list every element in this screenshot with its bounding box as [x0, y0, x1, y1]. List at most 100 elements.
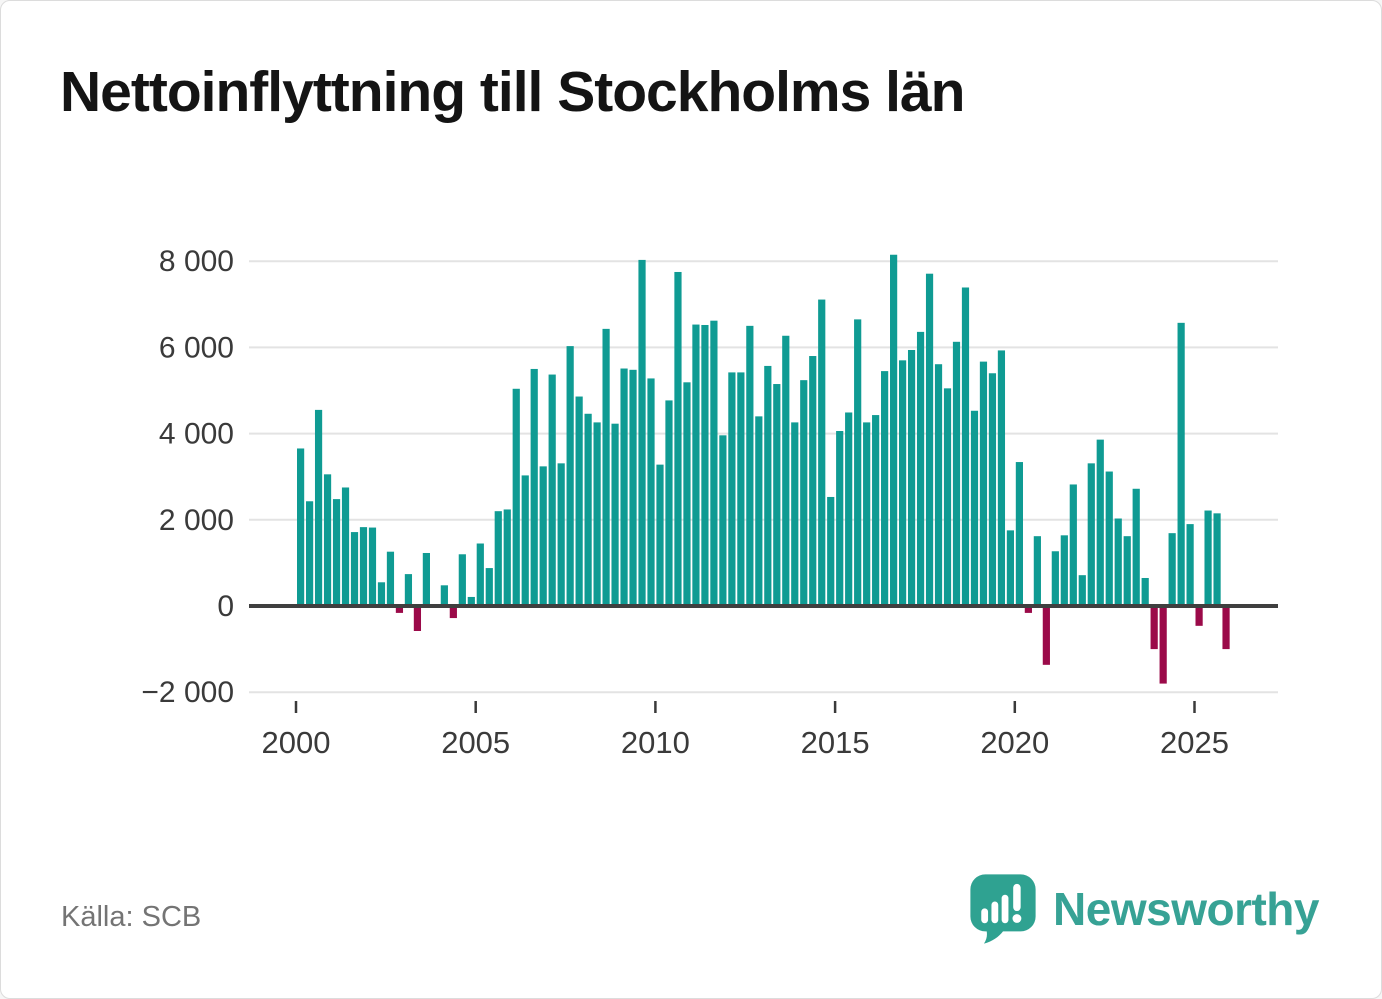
bar — [503, 509, 511, 606]
bar — [1213, 513, 1221, 606]
bar — [1150, 606, 1158, 650]
bar — [323, 474, 332, 606]
bar — [1141, 577, 1149, 607]
bar — [548, 374, 556, 606]
bar — [377, 582, 386, 606]
bar — [584, 413, 592, 606]
newsworthy-icon — [970, 874, 1036, 944]
bar — [674, 271, 682, 606]
bar — [890, 254, 898, 607]
bar — [656, 464, 664, 606]
bar — [1159, 606, 1167, 684]
bar — [395, 606, 404, 613]
bar — [701, 324, 709, 606]
bar — [404, 574, 413, 606]
y-tick-label: 6 000 — [159, 331, 234, 364]
bar — [1024, 606, 1032, 613]
y-tick-label: 0 — [217, 590, 234, 623]
bar — [773, 384, 781, 606]
bar — [575, 396, 583, 606]
bar — [1177, 322, 1185, 606]
bar — [350, 532, 359, 606]
bar — [1069, 484, 1077, 606]
bar — [1033, 536, 1041, 606]
bar — [647, 378, 655, 606]
chart-title: Nettoinflyttning till Stockholms län — [60, 60, 966, 124]
bar — [557, 463, 565, 606]
bar — [341, 487, 350, 606]
bar — [1042, 606, 1050, 665]
bar — [1204, 510, 1212, 606]
bar — [970, 410, 979, 606]
bar — [332, 499, 341, 606]
bar — [988, 373, 997, 606]
bar — [737, 372, 745, 606]
bar — [683, 382, 691, 606]
bar — [1186, 524, 1194, 606]
bar — [440, 585, 448, 606]
bar — [629, 369, 637, 606]
bar — [827, 496, 835, 606]
bar — [521, 475, 529, 606]
brand-name: Newsworthy — [1053, 883, 1319, 935]
bar — [925, 273, 934, 606]
y-tick-label: 4 000 — [159, 418, 234, 451]
bar — [539, 466, 547, 606]
bar — [746, 325, 754, 606]
bar — [620, 368, 628, 606]
bar — [485, 568, 493, 606]
x-tick-label: 2000 — [262, 725, 331, 760]
x-tick-label: 2015 — [801, 725, 870, 760]
bar — [710, 320, 718, 606]
bar — [566, 346, 574, 606]
bar — [782, 335, 790, 606]
bar — [467, 596, 475, 606]
bar — [907, 349, 916, 606]
source-note: Källa: SCB — [61, 901, 202, 933]
bar — [845, 412, 853, 606]
bar — [422, 552, 430, 606]
x-tick-label: 2020 — [980, 725, 1049, 760]
bar — [1006, 530, 1015, 606]
bar — [297, 448, 305, 606]
bar — [602, 328, 610, 606]
bar — [692, 324, 700, 606]
bar — [1096, 439, 1104, 606]
bar — [1105, 471, 1113, 606]
bar — [863, 422, 871, 606]
bar — [755, 416, 763, 606]
bar — [881, 371, 889, 607]
bar — [593, 422, 601, 606]
bar — [800, 380, 808, 606]
bar — [1087, 463, 1095, 606]
y-tick-label: 8 000 — [159, 245, 234, 278]
bar — [611, 423, 619, 606]
x-tick-label: 2025 — [1160, 725, 1229, 760]
bar — [1051, 551, 1059, 606]
x-tick-label: 2010 — [621, 725, 690, 760]
bar — [368, 527, 377, 606]
bar — [943, 388, 952, 607]
bar — [359, 527, 368, 606]
bar — [638, 259, 646, 606]
bar — [494, 511, 502, 606]
y-tick-label: −2 000 — [141, 676, 234, 709]
bar — [952, 341, 961, 606]
brand-logo: Newsworthy — [969, 873, 1319, 945]
bar — [1123, 536, 1131, 606]
bar — [314, 409, 323, 606]
bar — [997, 350, 1006, 606]
bar — [1132, 488, 1140, 606]
bar — [764, 365, 772, 606]
bar — [1015, 462, 1023, 606]
bar — [1078, 575, 1086, 606]
bar — [899, 360, 907, 606]
bar — [916, 331, 925, 606]
bar — [1114, 518, 1122, 606]
bar — [872, 415, 880, 606]
y-tick-label: 2 000 — [159, 504, 234, 537]
bar — [836, 431, 844, 606]
x-tick-label: 2005 — [441, 725, 510, 760]
